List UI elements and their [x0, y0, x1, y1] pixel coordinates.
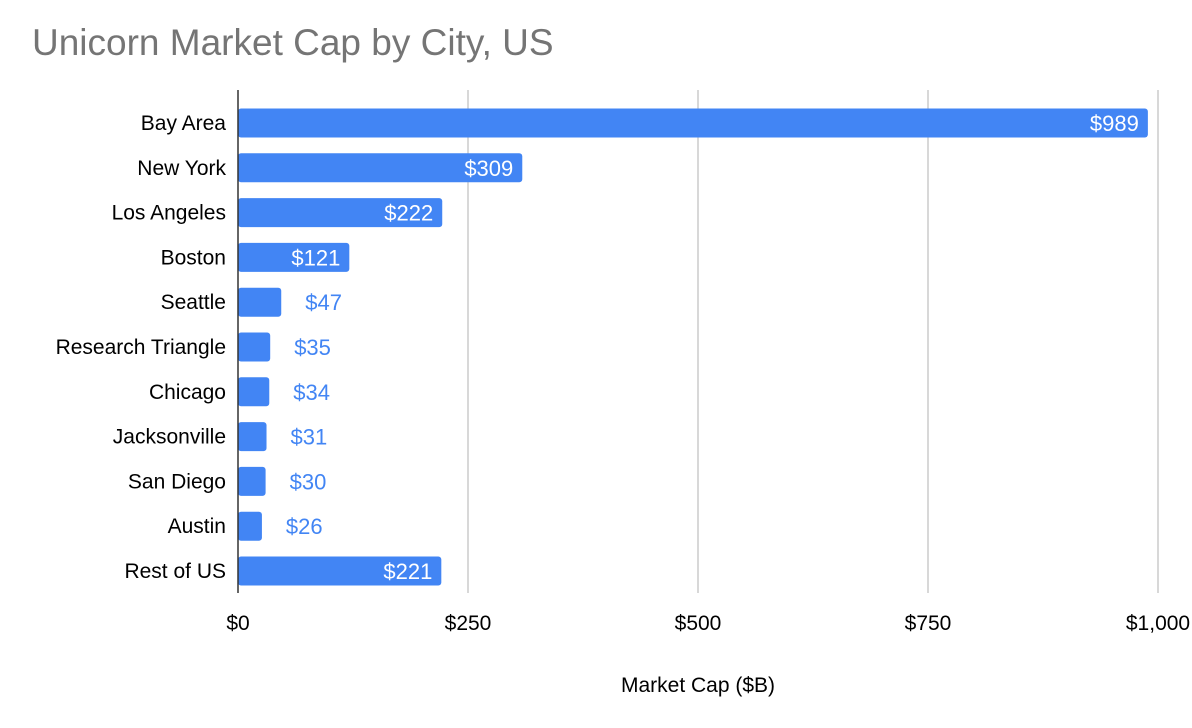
- data-label: $30: [290, 469, 327, 494]
- bar: [238, 332, 271, 362]
- x-tick-label: $1,000: [1126, 612, 1190, 635]
- bar: [238, 198, 443, 228]
- data-label: $35: [294, 335, 331, 360]
- data-label: $47: [305, 290, 342, 315]
- category-label: Chicago: [149, 381, 226, 404]
- data-label: $221: [383, 559, 432, 584]
- x-tick-label: $0: [226, 612, 249, 635]
- category-label: Seattle: [161, 291, 226, 314]
- bar: [238, 242, 350, 272]
- category-label: San Diego: [128, 470, 226, 493]
- bar: [238, 153, 523, 183]
- x-tick-label: $250: [445, 612, 492, 635]
- bar: [238, 466, 266, 496]
- category-label: New York: [137, 157, 226, 180]
- x-tick-label: $750: [905, 612, 952, 635]
- category-label: Boston: [161, 246, 226, 269]
- data-label: $222: [384, 201, 433, 226]
- category-label: Rest of US: [124, 560, 226, 583]
- data-label: $34: [293, 380, 330, 405]
- category-label: Bay Area: [141, 112, 227, 135]
- x-tick-label: $500: [675, 612, 722, 635]
- data-label: $121: [291, 245, 340, 270]
- x-axis-title: Market Cap ($B): [621, 674, 775, 697]
- data-label: $31: [291, 425, 328, 450]
- bar: [238, 422, 267, 452]
- data-label: $26: [286, 514, 323, 539]
- category-label: Research Triangle: [56, 336, 226, 359]
- bar: [238, 108, 1148, 138]
- bar: [238, 556, 442, 586]
- bar: [238, 511, 262, 541]
- bar: [238, 377, 270, 407]
- bar: [238, 287, 282, 317]
- data-label: $309: [464, 156, 513, 181]
- category-label: Austin: [168, 515, 226, 538]
- data-label: $989: [1090, 111, 1139, 136]
- category-label: Los Angeles: [112, 202, 226, 225]
- chart-title: Unicorn Market Cap by City, US: [32, 22, 554, 63]
- category-label: Jacksonville: [113, 426, 226, 449]
